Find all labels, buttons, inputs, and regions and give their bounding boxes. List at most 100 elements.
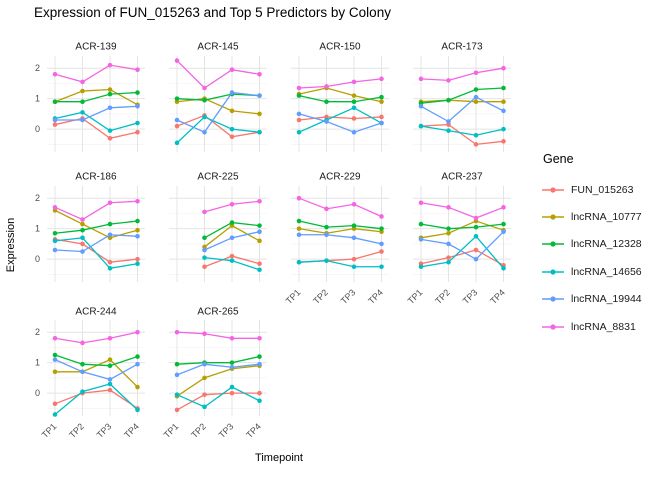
series-line-lncRNA_19944 xyxy=(420,96,504,123)
data-point-lncRNA_12328 xyxy=(107,91,113,97)
data-point-FUN_015263 xyxy=(229,134,235,140)
data-point-lncRNA_8831 xyxy=(174,329,180,335)
data-point-FUN_015263 xyxy=(135,256,140,262)
data-point-FUN_015263 xyxy=(473,247,479,253)
data-point-lncRNA_19944 xyxy=(446,119,451,124)
data-point-lncRNA_8831 xyxy=(135,329,140,335)
data-point-lncRNA_19944 xyxy=(135,103,140,109)
data-point-lncRNA_14656 xyxy=(418,264,424,270)
data-point-lncRNA_12328 xyxy=(202,97,207,103)
data-point-FUN_015263 xyxy=(229,253,235,259)
data-point-lncRNA_10777 xyxy=(135,384,140,390)
data-point-lncRNA_12328 xyxy=(229,360,235,365)
y-tick-label: 1 xyxy=(35,94,40,104)
series-line-lncRNA_10777 xyxy=(54,88,138,106)
facet-strip-label: ACR-225 xyxy=(197,172,239,183)
x-tick-label: TP1 xyxy=(406,287,425,306)
facet-ACR-229: ACR-229 TP1 TP2 TP3 TP4 xyxy=(284,172,389,306)
facet-strip-label: ACR-186 xyxy=(75,172,117,183)
series-line-lncRNA_12328 xyxy=(55,91,138,103)
data-point-lncRNA_8831 xyxy=(418,200,424,206)
legend-item-label: lncRNA_12328 xyxy=(571,238,642,251)
legend-key-icon xyxy=(542,241,564,248)
data-point-lncRNA_19944 xyxy=(52,117,58,123)
data-point-lncRNA_19944 xyxy=(202,361,207,367)
facet-ACR-237: ACR-237 TP1 TP2 TP3 TP4 xyxy=(406,172,511,306)
series-line-lncRNA_14656 xyxy=(298,107,382,133)
x-tick-label: TP1 xyxy=(40,421,59,440)
data-point-lncRNA_8831 xyxy=(202,209,207,215)
data-point-lncRNA_14656 xyxy=(257,129,262,135)
data-point-lncRNA_8831 xyxy=(107,335,113,341)
series-line-lncRNA_14656 xyxy=(298,260,382,268)
legend-items: FUN_015263 lncRNA_10777 lncRNA_12328 lncRNA… xyxy=(541,176,642,340)
legend: Gene FUN_015263 lncRNA_10777 lncRNA_12328 l… xyxy=(541,152,642,340)
data-point-lncRNA_14656 xyxy=(324,258,329,263)
y-tick-label: 0 xyxy=(35,124,40,134)
data-point-lncRNA_8831 xyxy=(501,205,506,210)
data-point-lncRNA_12328 xyxy=(296,218,302,224)
series-line-lncRNA_8831 xyxy=(420,202,504,219)
data-point-lncRNA_12328 xyxy=(446,226,451,231)
data-point-lncRNA_10777 xyxy=(229,108,235,114)
data-point-FUN_015263 xyxy=(52,122,58,127)
data-point-lncRNA_19944 xyxy=(473,256,479,262)
data-point-lncRNA_19944 xyxy=(501,229,506,235)
data-point-lncRNA_14656 xyxy=(174,392,180,397)
facet-strip-label: ACR-145 xyxy=(197,42,239,53)
data-point-lncRNA_10777 xyxy=(351,93,357,98)
series-line-lncRNA_14656 xyxy=(54,383,138,415)
data-point-lncRNA_19944 xyxy=(296,232,302,238)
facet-ACR-173: ACR-173 xyxy=(413,42,511,152)
series-line-lncRNA_12328 xyxy=(420,87,504,104)
series-line-lncRNA_19944 xyxy=(420,231,504,260)
series-line-lncRNA_12328 xyxy=(298,220,382,230)
data-point-FUN_015263 xyxy=(257,261,262,267)
facet-strip-label: ACR-244 xyxy=(75,307,117,318)
data-point-FUN_015263 xyxy=(446,255,451,260)
data-point-lncRNA_14656 xyxy=(202,114,207,120)
series-line-FUN_015263 xyxy=(176,114,260,138)
data-point-FUN_015263 xyxy=(379,114,384,120)
data-point-lncRNA_8831 xyxy=(446,205,451,210)
series-line-lncRNA_8831 xyxy=(420,67,504,82)
data-point-lncRNA_12328 xyxy=(501,221,506,227)
legend-item-lncRNA_19944: lncRNA_19944 xyxy=(541,286,642,313)
data-point-lncRNA_19944 xyxy=(174,372,180,378)
data-point-lncRNA_12328 xyxy=(135,354,140,359)
series-line-lncRNA_14656 xyxy=(420,125,504,136)
data-point-lncRNA_8831 xyxy=(202,331,207,337)
x-tick-label: TP3 xyxy=(461,287,480,306)
data-point-FUN_015263 xyxy=(80,241,85,247)
series-line-FUN_015263 xyxy=(298,116,382,121)
facet-ACR-186: ACR-186 0 1 2 xyxy=(35,172,145,282)
data-point-lncRNA_8831 xyxy=(52,71,58,77)
data-point-lncRNA_10777 xyxy=(257,238,262,244)
x-tick-label: TP3 xyxy=(95,421,114,440)
x-tick-label: TP4 xyxy=(122,421,141,440)
data-point-lncRNA_14656 xyxy=(351,264,357,270)
data-point-FUN_015263 xyxy=(351,116,357,121)
series-line-lncRNA_8831 xyxy=(54,331,138,344)
data-point-lncRNA_12328 xyxy=(473,87,479,92)
data-point-lncRNA_14656 xyxy=(257,267,262,273)
y-tick-label: 0 xyxy=(35,388,40,398)
x-tick-label: TP2 xyxy=(433,287,452,306)
facet-strip-label: ACR-150 xyxy=(319,42,361,53)
legend-item-FUN_015263: FUN_015263 xyxy=(541,176,642,203)
data-point-lncRNA_8831 xyxy=(351,201,357,207)
data-point-lncRNA_12328 xyxy=(418,221,424,227)
data-point-lncRNA_19944 xyxy=(202,129,207,135)
data-point-lncRNA_14656 xyxy=(296,259,302,265)
series-line-lncRNA_12328 xyxy=(54,220,138,234)
data-point-lncRNA_8831 xyxy=(80,217,85,222)
data-point-lncRNA_10777 xyxy=(107,357,113,362)
data-point-lncRNA_10777 xyxy=(473,99,479,105)
data-point-lncRNA_19944 xyxy=(80,249,85,254)
x-tick-label: TP2 xyxy=(311,287,330,306)
data-point-lncRNA_14656 xyxy=(351,105,357,111)
y-tick-label: 1 xyxy=(35,224,40,234)
data-point-FUN_015263 xyxy=(174,123,180,129)
data-point-lncRNA_12328 xyxy=(351,223,357,228)
